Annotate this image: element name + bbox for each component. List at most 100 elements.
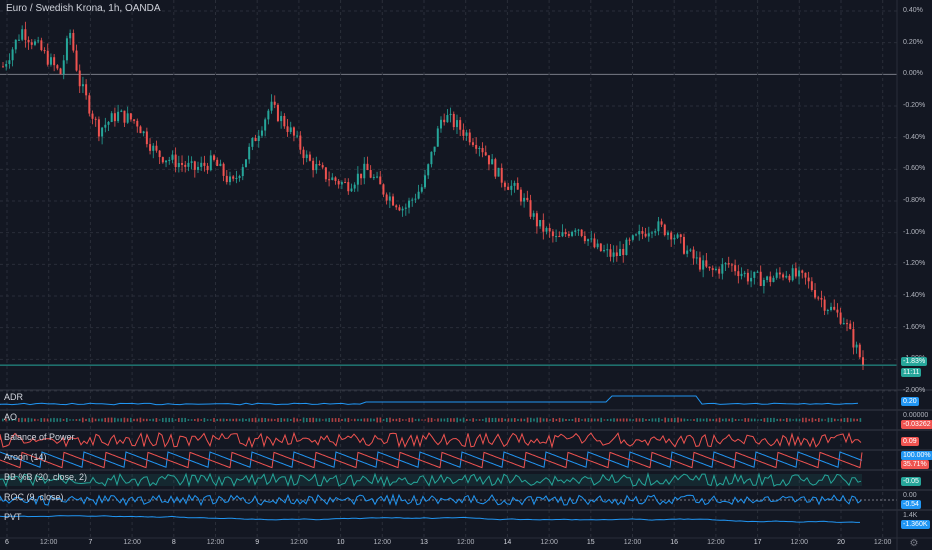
candle-body (331, 177, 334, 180)
indicator-value-badge: -1.360K (901, 520, 930, 529)
candle-body (251, 137, 254, 147)
candle-body (369, 170, 372, 178)
time-tick-label: 12:00 (623, 539, 642, 546)
candle-body (264, 119, 267, 131)
indicator-series (0, 395, 859, 406)
grid-lines (0, 0, 897, 538)
candle-body (510, 185, 513, 190)
candle-body (158, 150, 161, 158)
indicator-series (0, 472, 862, 488)
indicator-value-badge: 0.00 (903, 492, 917, 499)
candle-body (545, 227, 548, 232)
time-tick-label: 12:00 (456, 539, 475, 546)
candle-body (145, 131, 148, 145)
candle-body (340, 182, 343, 185)
gear-icon[interactable]: ⚙ (909, 538, 919, 549)
candle-body (836, 309, 839, 313)
candle-body (33, 41, 36, 45)
indicator-label[interactable]: AO (4, 412, 18, 422)
candle-body (56, 65, 59, 69)
indicator-series (0, 431, 862, 449)
candle-body (603, 250, 606, 252)
candle-body (497, 167, 500, 177)
candle-body (353, 184, 356, 189)
candle-body (360, 173, 363, 179)
candle-body (46, 50, 49, 65)
candle-body (315, 164, 318, 171)
candle-body (551, 231, 554, 237)
candle-body (567, 234, 570, 236)
indicator-label[interactable]: Aroon (14) (4, 452, 47, 462)
candle-body (171, 154, 174, 160)
candle-body (855, 344, 858, 348)
candle-body (276, 104, 279, 122)
indicator-series (2, 417, 862, 423)
candle-body (794, 268, 797, 277)
candle-body (641, 231, 644, 234)
candle-body (228, 176, 231, 183)
candle-body (596, 243, 599, 248)
time-tick-label: 8 (171, 539, 176, 546)
candle-body (471, 142, 474, 145)
candle-body (197, 166, 200, 170)
candle-body (817, 297, 820, 299)
indicator-series (0, 493, 897, 507)
candle-body (363, 163, 366, 179)
candle-body (555, 236, 558, 238)
indicator-label[interactable]: ROC (9, close) (4, 492, 64, 502)
candle-body (296, 135, 299, 137)
time-tick-label: 12:00 (123, 539, 141, 546)
candle-body (532, 213, 535, 217)
candle-body (689, 249, 692, 251)
candle-body (113, 113, 116, 122)
candle-body (385, 194, 388, 201)
candle-body (75, 50, 78, 71)
indicator-label[interactable]: PVT (4, 512, 22, 522)
candle-body (654, 231, 657, 233)
candle-body (312, 160, 315, 171)
time-tick-label: 6 (5, 539, 9, 546)
candle-body (663, 224, 666, 236)
time-tick-label: 12:00 (707, 539, 725, 546)
candle-body (593, 238, 596, 248)
candle-body (503, 182, 506, 187)
indicator-label[interactable]: BB %B (20, close, 2) (4, 472, 88, 482)
candle-body (97, 119, 100, 137)
candle-body (679, 234, 682, 237)
candle-body (644, 233, 647, 237)
candle-body (213, 155, 216, 160)
indicator-label[interactable]: Balance of Power (4, 432, 75, 442)
candle-body (168, 159, 171, 161)
candle-body (11, 49, 14, 61)
candle-body (682, 236, 685, 254)
candle-body (539, 219, 542, 227)
candle-body (283, 115, 286, 127)
candle-body (37, 40, 40, 42)
indicator-label[interactable]: ADR (4, 392, 24, 402)
candle-body (216, 159, 219, 166)
candle-body (724, 263, 727, 265)
candle-body (414, 198, 417, 200)
candle-body (120, 110, 123, 112)
candle-body (750, 277, 753, 282)
candle-body (136, 120, 139, 127)
candle-body (535, 213, 538, 227)
candle-body (721, 264, 724, 274)
candle-body (2, 66, 4, 68)
time-tick-label: 7 (88, 539, 93, 546)
candle-body (59, 68, 62, 75)
candle-body (334, 177, 337, 181)
candle-body (78, 70, 81, 87)
time-tick-label: 10 (336, 539, 345, 546)
price-tick-label: -2.00% (903, 387, 926, 394)
candle-body (615, 252, 618, 257)
candle-body (833, 306, 836, 310)
candle-body (254, 137, 257, 141)
candle-body (484, 152, 487, 156)
candle-body (775, 272, 778, 278)
time-tick-label: 15 (586, 539, 595, 546)
time-tick-label: 13 (420, 539, 428, 546)
price-tick-label: 0.00% (903, 70, 923, 78)
candle-body (462, 129, 465, 136)
